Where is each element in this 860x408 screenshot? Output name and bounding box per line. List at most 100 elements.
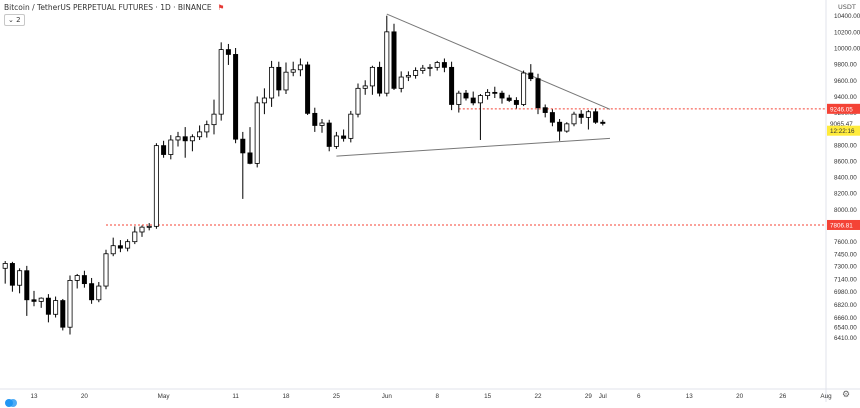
candle-body[interactable] xyxy=(247,152,253,164)
symbol-header[interactable]: Bitcoin / TetherUS PERPETUAL FUTURES · 1… xyxy=(4,3,224,12)
candle-body[interactable] xyxy=(521,72,527,105)
gear-icon[interactable]: ⚙ xyxy=(842,389,851,399)
candle-body[interactable] xyxy=(240,138,246,154)
candle-body[interactable] xyxy=(290,69,296,73)
candle-body[interactable] xyxy=(441,62,447,68)
price-label-3[interactable]: 7806.81 xyxy=(830,222,853,229)
candle-body[interactable] xyxy=(254,102,260,164)
candle-body[interactable] xyxy=(405,75,411,78)
candle-body[interactable] xyxy=(67,280,73,328)
candle-body[interactable] xyxy=(204,124,210,133)
candle-body[interactable] xyxy=(571,113,577,125)
candle-body[interactable] xyxy=(413,70,419,76)
candle-body[interactable] xyxy=(377,66,383,94)
candle-body[interactable] xyxy=(182,136,188,142)
candle-body[interactable] xyxy=(391,31,397,89)
candle-body[interactable] xyxy=(549,112,555,123)
candle-body[interactable] xyxy=(24,270,30,301)
candle-body[interactable] xyxy=(225,49,231,55)
candle-body[interactable] xyxy=(477,95,483,104)
price-label-1[interactable]: 9065.47 xyxy=(830,121,853,128)
candle-body[interactable] xyxy=(578,113,584,118)
candle-body[interactable] xyxy=(117,245,123,249)
trendline-upper[interactable] xyxy=(386,13,611,110)
time-tick-label: Jul xyxy=(599,393,607,400)
candle-body[interactable] xyxy=(506,97,512,101)
candle-body[interactable] xyxy=(81,275,87,285)
candle-body[interactable] xyxy=(276,66,282,91)
candle-body[interactable] xyxy=(146,225,152,228)
candle-body[interactable] xyxy=(261,97,267,104)
candle-body[interactable] xyxy=(319,122,325,126)
candle-body[interactable] xyxy=(600,121,606,124)
candle-body[interactable] xyxy=(125,241,131,249)
candle-body[interactable] xyxy=(139,226,145,233)
candle-body[interactable] xyxy=(74,275,80,281)
candle-body[interactable] xyxy=(53,300,59,315)
candle-body[interactable] xyxy=(355,87,361,115)
candle-body[interactable] xyxy=(9,263,15,286)
candle-body[interactable] xyxy=(398,76,404,89)
candle-body[interactable] xyxy=(45,297,51,315)
candle-body[interactable] xyxy=(132,231,138,243)
candle-body[interactable] xyxy=(492,91,498,94)
candle-body[interactable] xyxy=(17,270,23,286)
flag-icon[interactable]: ⚑ xyxy=(217,3,225,12)
candle-body[interactable] xyxy=(60,300,66,328)
candle-body[interactable] xyxy=(449,66,455,105)
candle-body[interactable] xyxy=(211,113,217,126)
candle-body[interactable] xyxy=(31,299,37,302)
candle-body[interactable] xyxy=(312,112,318,126)
candle-body[interactable] xyxy=(2,263,8,269)
candle-body[interactable] xyxy=(585,111,591,118)
candle-body[interactable] xyxy=(168,139,174,155)
candle-body[interactable] xyxy=(269,66,275,99)
candle-body[interactable] xyxy=(420,67,426,71)
candle-body[interactable] xyxy=(384,31,390,94)
candle-body[interactable] xyxy=(535,78,541,109)
candle-body[interactable] xyxy=(564,123,570,132)
candle-body[interactable] xyxy=(362,85,368,89)
candle-body[interactable] xyxy=(89,283,95,301)
price-label-0[interactable]: 9246.05 xyxy=(830,106,853,113)
candle-body[interactable] xyxy=(528,72,534,80)
candle-body[interactable] xyxy=(557,121,563,132)
price-tick-label: 8000.00 xyxy=(834,207,857,214)
candle-body[interactable] xyxy=(341,135,347,139)
candle-body[interactable] xyxy=(463,92,469,99)
interval-button[interactable]: ⌄ 2 xyxy=(4,14,25,26)
tradingview-logo-icon[interactable] xyxy=(3,398,19,408)
candle-body[interactable] xyxy=(369,66,375,87)
candle-body[interactable] xyxy=(333,135,339,147)
candle-body[interactable] xyxy=(326,122,332,147)
candle-body[interactable] xyxy=(38,297,44,302)
trendline-lower[interactable] xyxy=(336,137,611,157)
candle-body[interactable] xyxy=(305,64,311,114)
candle-body[interactable] xyxy=(485,91,491,96)
price-tick-label: 9400.00 xyxy=(834,94,857,101)
candle-body[interactable] xyxy=(456,92,462,105)
candle-body[interactable] xyxy=(283,71,289,91)
candle-body[interactable] xyxy=(513,100,519,105)
candle-body[interactable] xyxy=(427,66,433,69)
candle-body[interactable] xyxy=(297,64,303,71)
currency-unit[interactable]: USDT xyxy=(838,3,856,11)
candle-body[interactable] xyxy=(197,131,203,138)
candle-body[interactable] xyxy=(348,113,354,139)
candle-body[interactable] xyxy=(434,62,440,68)
candle-body[interactable] xyxy=(542,107,548,113)
candle-body[interactable] xyxy=(153,145,159,227)
candle-body[interactable] xyxy=(218,49,224,115)
candle-body[interactable] xyxy=(499,92,505,99)
candle-body[interactable] xyxy=(175,136,181,141)
candle-body[interactable] xyxy=(189,136,195,142)
price-label-2[interactable]: 12:22:16 xyxy=(830,128,855,135)
candle-body[interactable] xyxy=(593,111,599,123)
candle-body[interactable] xyxy=(103,253,109,287)
candle-body[interactable] xyxy=(161,145,167,155)
candle-body[interactable] xyxy=(96,285,102,301)
candle-body[interactable] xyxy=(470,97,476,104)
candle-body[interactable] xyxy=(110,245,116,255)
candle-body[interactable] xyxy=(233,54,239,140)
